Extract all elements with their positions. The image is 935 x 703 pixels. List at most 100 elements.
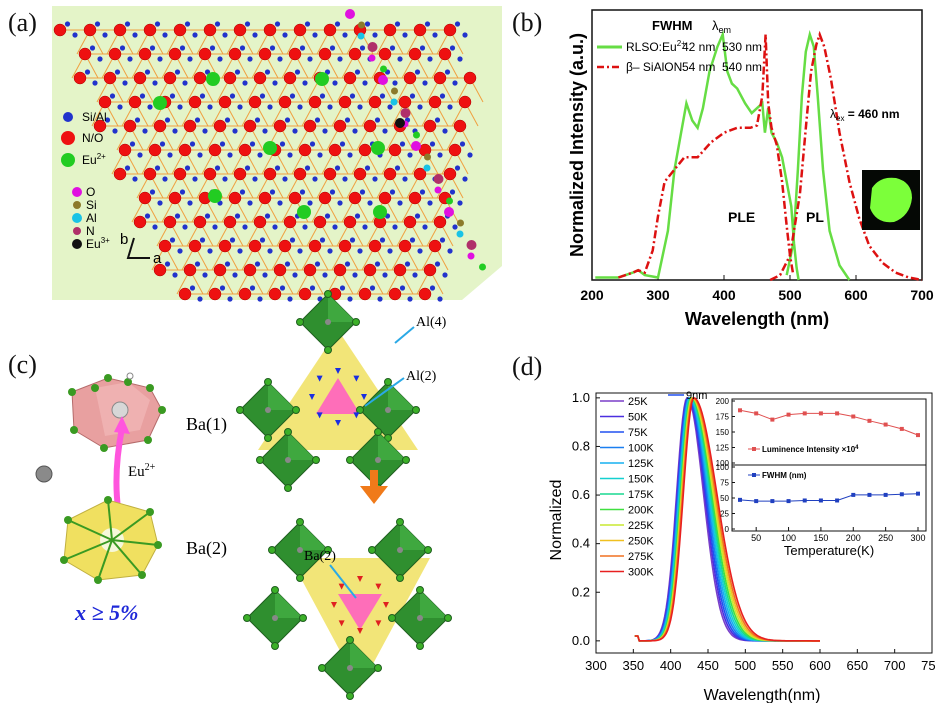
crystal-lattice bbox=[53, 21, 484, 302]
si-al-atom bbox=[439, 93, 446, 99]
panel-d: 3003504004505005506006507007500.00.20.40… bbox=[548, 390, 935, 703]
si-al-atom bbox=[407, 296, 413, 302]
si-al-atom bbox=[379, 93, 386, 99]
n-o-atom bbox=[338, 95, 352, 109]
octahedron-vertex bbox=[416, 642, 424, 650]
si-al-atom bbox=[274, 165, 281, 171]
d-legend-label: 300K bbox=[628, 567, 654, 579]
si-al-atom bbox=[422, 224, 428, 230]
si-al-atom bbox=[127, 56, 133, 62]
si-al-atom bbox=[309, 141, 316, 147]
si-al-atom bbox=[299, 45, 306, 51]
d-inset-marker bbox=[818, 498, 823, 503]
si-al-atom bbox=[182, 80, 188, 86]
legend-eu3-dot bbox=[72, 239, 82, 249]
si-al-atom bbox=[382, 128, 388, 134]
si-al-atom bbox=[252, 176, 258, 182]
octahedron-vertex bbox=[264, 378, 272, 386]
si-al-atom bbox=[224, 261, 231, 267]
si-al-atom bbox=[417, 248, 423, 254]
b-series-ple bbox=[595, 29, 800, 281]
d-inset-marker bbox=[883, 422, 888, 427]
si-al-atom bbox=[374, 261, 381, 267]
legend-n-label: N bbox=[86, 224, 95, 238]
n-o-atom bbox=[198, 47, 212, 61]
n-o-atom bbox=[423, 119, 437, 133]
d-inset: 100 125 150 175 200 0 25 50 75 100 50 100 150 200 250 3… bbox=[716, 397, 926, 543]
n-o-atom bbox=[288, 191, 302, 205]
d-x-tick-label: 500 bbox=[734, 658, 756, 673]
si-al-atom bbox=[114, 69, 121, 75]
n-o-atom bbox=[183, 119, 197, 133]
si-al-atom bbox=[144, 69, 151, 75]
si-al-atom bbox=[259, 93, 266, 99]
side-atom bbox=[368, 54, 376, 62]
octahedron-vertex bbox=[424, 546, 432, 554]
n-o-atom bbox=[438, 47, 452, 61]
si-al-atom bbox=[354, 213, 361, 219]
displacement-arrow bbox=[361, 394, 367, 400]
d-legend-label: 125K bbox=[628, 458, 654, 470]
displacement-arrow bbox=[353, 375, 360, 382]
displacement-arrow bbox=[316, 412, 323, 419]
d-legend-label: 100K bbox=[628, 443, 654, 455]
d-y-tick-label: 1.0 bbox=[572, 390, 590, 405]
si-al-atom bbox=[257, 296, 263, 302]
n-o-atom bbox=[398, 95, 412, 109]
octahedron-vertex bbox=[352, 318, 360, 326]
ba2-vertices bbox=[60, 496, 162, 584]
si-al-atom bbox=[124, 21, 131, 27]
d-inset-marker bbox=[738, 408, 742, 413]
si-al-atom bbox=[202, 272, 208, 278]
polyhedra-cluster-top bbox=[236, 290, 420, 492]
si-al-atom bbox=[352, 272, 358, 278]
si-al-atom bbox=[174, 213, 181, 219]
ba1-vertex bbox=[104, 374, 112, 382]
si-al-atom bbox=[327, 104, 333, 110]
si-al-atom bbox=[234, 213, 241, 219]
octahedron-vertex bbox=[346, 636, 354, 644]
d-x-tick-label: 550 bbox=[772, 658, 794, 673]
c-eu-label: Eu2+ bbox=[128, 462, 156, 480]
d-x-tick-label: 600 bbox=[809, 658, 831, 673]
si-al-atom bbox=[102, 32, 108, 38]
legend-eu-dot bbox=[61, 153, 75, 167]
si-al-atom bbox=[444, 69, 451, 75]
n-o-atom bbox=[188, 95, 202, 109]
d-inset-marker bbox=[899, 492, 904, 497]
d-inset-line bbox=[739, 493, 919, 502]
b-legend-rlso: RLSO:Eu2+ bbox=[626, 39, 686, 54]
si-al-atom bbox=[137, 152, 143, 158]
d-inset-marker bbox=[754, 499, 759, 504]
ba2b-pointer bbox=[329, 564, 357, 599]
d-legend-label: 275K bbox=[628, 551, 654, 563]
n-o-atom bbox=[418, 287, 432, 301]
octahedron-vertex bbox=[299, 614, 307, 622]
si-al-atom bbox=[254, 261, 261, 267]
octahedron-vertex bbox=[236, 406, 244, 414]
n-o-atom bbox=[443, 167, 457, 181]
si-al-atom bbox=[214, 165, 221, 171]
n-o-atom bbox=[168, 47, 182, 61]
side-atom bbox=[358, 21, 365, 29]
d-inset-y-tick-label: 0 bbox=[725, 525, 730, 534]
side-atom bbox=[380, 65, 387, 73]
si-al-atom bbox=[272, 80, 278, 86]
eu-arrow-head bbox=[114, 416, 130, 434]
si-al-atom bbox=[149, 45, 156, 51]
n-o-atom bbox=[143, 167, 157, 181]
si-al-atom bbox=[142, 128, 148, 134]
ba2-bond bbox=[97, 539, 113, 581]
si-al-atom bbox=[149, 189, 156, 195]
ba2-vertex bbox=[104, 496, 112, 504]
eu-atom bbox=[371, 141, 385, 155]
c-ba2-label: Ba(2) bbox=[186, 538, 227, 559]
si-al-atom bbox=[359, 189, 366, 195]
si-al-atom bbox=[179, 189, 186, 195]
si-al-atom bbox=[284, 261, 291, 267]
side-atom bbox=[446, 197, 453, 205]
si-al-atom bbox=[317, 152, 323, 158]
si-al-atom bbox=[112, 128, 118, 134]
d-peak-shift-label: 9nm bbox=[686, 390, 707, 402]
si-al-atom bbox=[409, 93, 416, 99]
